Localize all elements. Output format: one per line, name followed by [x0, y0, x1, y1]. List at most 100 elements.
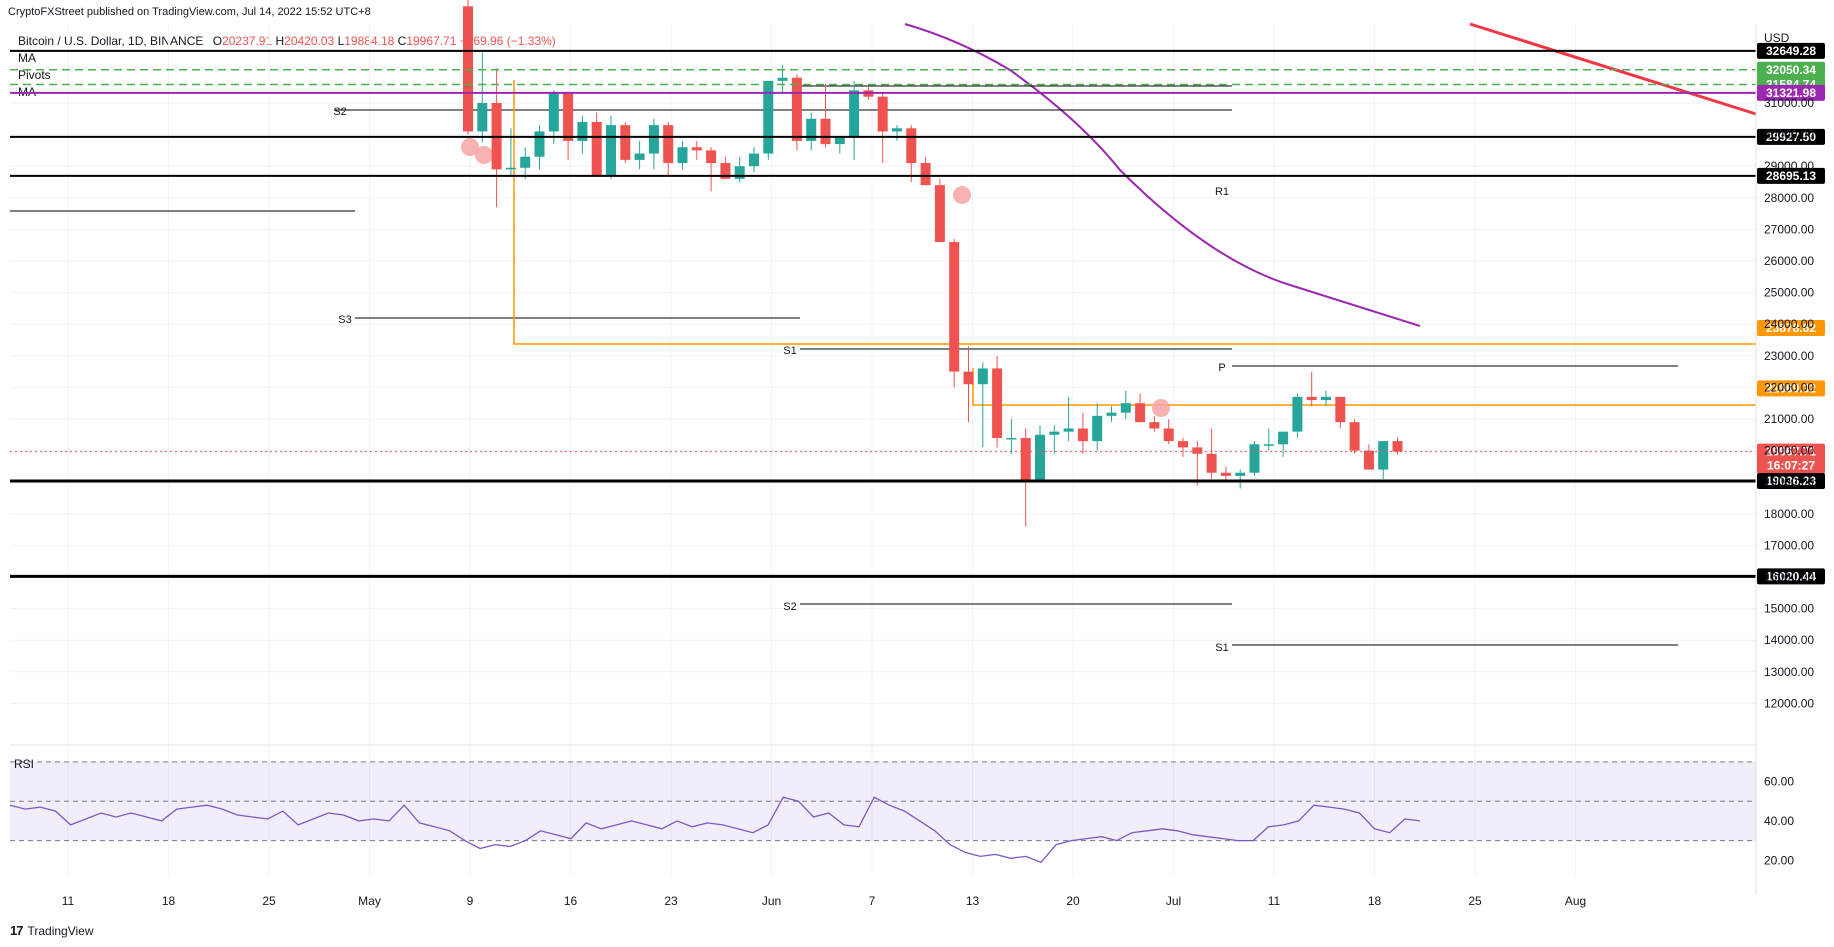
indicator-ma-label[interactable]: MA — [18, 51, 36, 65]
level-badge-label: 32050.34 — [1766, 63, 1816, 77]
candle-body — [520, 156, 531, 168]
symbol-legend: Bitcoin / U.S. Dollar, 1D, BINANCE O2023… — [18, 34, 556, 48]
level-badge-label: 19036.23 — [1766, 474, 1816, 488]
level-badge — [1757, 84, 1825, 101]
candle-body — [505, 167, 516, 170]
candle-body — [1363, 450, 1374, 470]
candle-body — [920, 163, 931, 186]
level-badge-label: 21969.32 — [1766, 381, 1816, 395]
candle-body — [1206, 453, 1217, 473]
pivot-label: S3 — [338, 314, 351, 326]
price-levels: 32649.2832050.3431584.7431321.9829927.50… — [10, 42, 1825, 585]
candle-body — [763, 80, 774, 154]
y-tick-label: 28000.00 — [1764, 191, 1814, 205]
candle-body — [1020, 437, 1031, 483]
candle-body — [806, 118, 817, 141]
y-tick-label: 19000.00 — [1764, 475, 1814, 489]
candle-body — [677, 147, 688, 164]
candle-body — [992, 368, 1003, 438]
y-tick-label: 29000.00 — [1764, 159, 1814, 173]
candle-body — [477, 103, 488, 132]
candle-body — [1249, 444, 1260, 473]
candle-body — [1263, 444, 1274, 446]
countdown-label: 16:07:27 — [1767, 459, 1815, 473]
candle-body — [1178, 441, 1188, 448]
candle-body — [1235, 472, 1246, 476]
touch-marker — [475, 146, 493, 164]
close-key: C — [397, 34, 407, 48]
candle-body — [463, 6, 473, 132]
tradingview-logo[interactable]: 17 TradingView — [10, 923, 94, 938]
touch-marker — [1152, 399, 1170, 417]
y-tick-label: 30000.00 — [1764, 128, 1814, 142]
candle-body — [577, 121, 588, 141]
candle-body — [892, 128, 902, 132]
candle-body — [591, 121, 602, 176]
y-tick-label: 17000.00 — [1764, 538, 1814, 552]
y-tick-label: 25000.00 — [1764, 286, 1814, 300]
low-key: L — [337, 34, 345, 48]
y-tick-label: 15000.00 — [1764, 602, 1814, 616]
x-tick-label: Jun — [762, 894, 781, 908]
level-badge — [1757, 380, 1825, 397]
currency-label: USD — [1764, 31, 1790, 45]
rsi-label: RSI — [14, 757, 34, 771]
y-tick-label: 24000.00 — [1764, 317, 1814, 331]
indicator-pivots-label[interactable]: Pivots — [18, 68, 51, 82]
level-badge — [1757, 320, 1825, 337]
x-tick-label: 25 — [1468, 894, 1482, 908]
publish-caption: CryptoFXStreet published on TradingView.… — [8, 6, 371, 18]
candle-body — [906, 128, 917, 164]
candle-body — [1049, 431, 1060, 435]
x-tick-label: 20 — [1066, 894, 1080, 908]
candle-body — [1392, 441, 1403, 452]
change-value: −269.96 (−1.33%) — [459, 34, 556, 48]
candle-body — [1321, 396, 1331, 401]
y-tick-label: 14000.00 — [1764, 633, 1814, 647]
candle-body — [1163, 428, 1174, 442]
rsi-pane: 20.00 40.00 60.00 — [9, 761, 1794, 867]
open-value: 20237.91 — [222, 34, 273, 48]
y-tick-label: 12000.00 — [1764, 696, 1814, 710]
candle-body — [1077, 428, 1088, 442]
pivot-label: S2 — [333, 106, 346, 118]
level-badge — [1757, 167, 1825, 184]
candle-body — [1192, 447, 1203, 454]
y-tick-label: 26000.00 — [1764, 254, 1814, 268]
high-value: 20420.03 — [284, 34, 335, 48]
orange-resistance-trace — [972, 368, 1756, 406]
pivot-label: S1 — [783, 345, 796, 357]
candle-body — [877, 96, 888, 132]
symbol-name: Bitcoin / U.S. Dollar, 1D, BINANCE — [18, 34, 204, 48]
x-tick-label: 25 — [262, 894, 276, 908]
candle-body — [963, 371, 974, 385]
candle-body — [1092, 415, 1103, 442]
x-tick-label: Aug — [1565, 894, 1586, 908]
candles — [463, 0, 1403, 527]
y-tick-label: 13000.00 — [1764, 665, 1814, 679]
level-badge — [1757, 473, 1825, 490]
x-tick-label: Jul — [1166, 894, 1181, 908]
x-tick-label: 11 — [1268, 894, 1281, 908]
candle-body — [1106, 412, 1117, 416]
rsi-tick-label: 40.00 — [1764, 814, 1794, 828]
candle-body — [663, 125, 674, 164]
candle-body — [749, 153, 759, 167]
pivot-label: R1 — [1215, 186, 1229, 198]
level-badge — [1757, 61, 1825, 78]
x-tick-label: 18 — [1368, 894, 1382, 908]
candle-body — [834, 137, 845, 145]
candle-body — [1220, 472, 1231, 476]
candle-body — [634, 153, 645, 160]
level-badge-label: 32649.28 — [1766, 44, 1816, 58]
tradingview-mark-icon: 17 — [10, 923, 24, 938]
level-badge — [1757, 42, 1825, 59]
x-tick-label: 13 — [966, 894, 980, 908]
candle-body — [534, 131, 545, 157]
candle-body — [620, 125, 631, 160]
candle-body — [1149, 422, 1160, 429]
level-badge-label: 31321.98 — [1766, 86, 1816, 100]
x-tick-label: 23 — [664, 894, 678, 908]
high-key: H — [275, 34, 285, 48]
